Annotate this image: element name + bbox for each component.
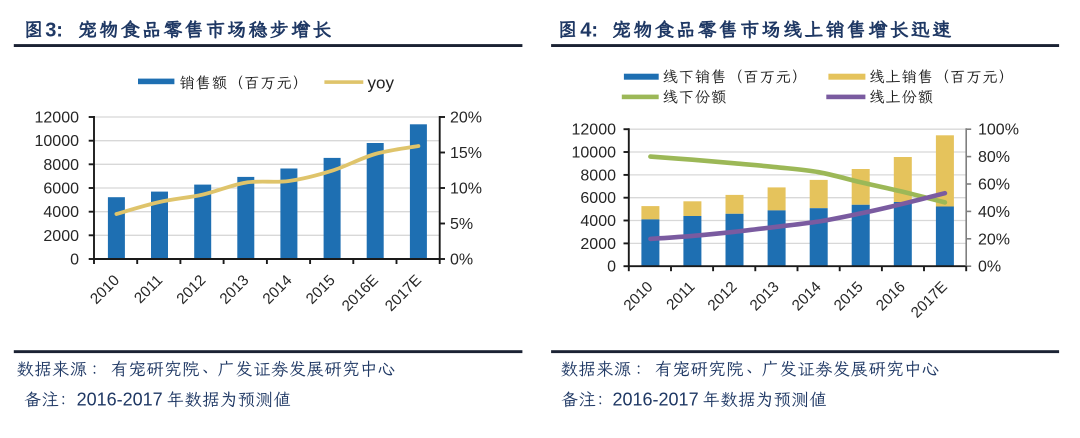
svg-text:20%: 20% — [450, 110, 482, 127]
svg-text:60%: 60% — [978, 177, 1010, 194]
svg-text:4000: 4000 — [43, 204, 79, 221]
svg-text:10000: 10000 — [35, 133, 80, 150]
svg-text:6000: 6000 — [580, 190, 616, 207]
svg-text:2000: 2000 — [43, 228, 79, 245]
svg-text:20%: 20% — [978, 231, 1010, 248]
svg-text:80%: 80% — [978, 149, 1010, 166]
svg-text:10%: 10% — [450, 181, 482, 198]
svg-text:12000: 12000 — [35, 110, 80, 127]
svg-text:15%: 15% — [450, 145, 482, 162]
svg-text:0: 0 — [607, 259, 616, 276]
svg-text:40%: 40% — [978, 204, 1010, 221]
svg-text:10000: 10000 — [572, 145, 617, 162]
svg-text:0: 0 — [70, 252, 79, 269]
svg-text:0%: 0% — [978, 259, 1001, 276]
svg-text:4:: 4: — [580, 19, 598, 41]
svg-text:5%: 5% — [450, 216, 473, 233]
svg-text:100%: 100% — [978, 122, 1019, 139]
svg-text:2016-2017: 2016-2017 — [77, 390, 163, 410]
svg-text:6000: 6000 — [43, 181, 79, 198]
svg-text:2000: 2000 — [580, 236, 616, 253]
svg-text:8000: 8000 — [580, 167, 616, 184]
svg-text:0%: 0% — [450, 252, 473, 269]
svg-text:4000: 4000 — [580, 213, 616, 230]
svg-text:2016-2017: 2016-2017 — [613, 390, 699, 410]
svg-text:12000: 12000 — [572, 122, 617, 139]
svg-text:3:: 3: — [45, 19, 63, 41]
svg-text:yoy: yoy — [368, 74, 395, 93]
svg-text:8000: 8000 — [43, 157, 79, 174]
